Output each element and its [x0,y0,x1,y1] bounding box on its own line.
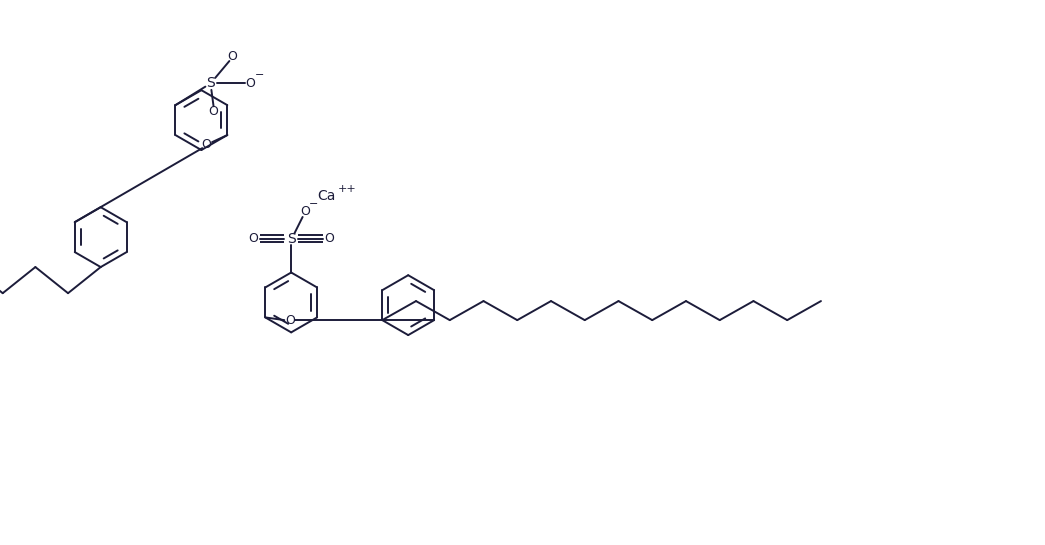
Text: O: O [300,205,309,218]
Text: O: O [246,77,255,90]
Text: O: O [285,313,295,326]
Text: S: S [207,76,215,90]
Text: −: − [309,199,318,209]
Text: O: O [248,232,258,245]
Text: −: − [255,70,264,80]
Text: O: O [202,138,211,152]
Text: ++: ++ [338,184,356,194]
Text: Ca: Ca [318,189,335,203]
Text: O: O [228,50,237,63]
Text: O: O [209,105,218,118]
Text: S: S [286,232,296,246]
Text: O: O [324,232,334,245]
